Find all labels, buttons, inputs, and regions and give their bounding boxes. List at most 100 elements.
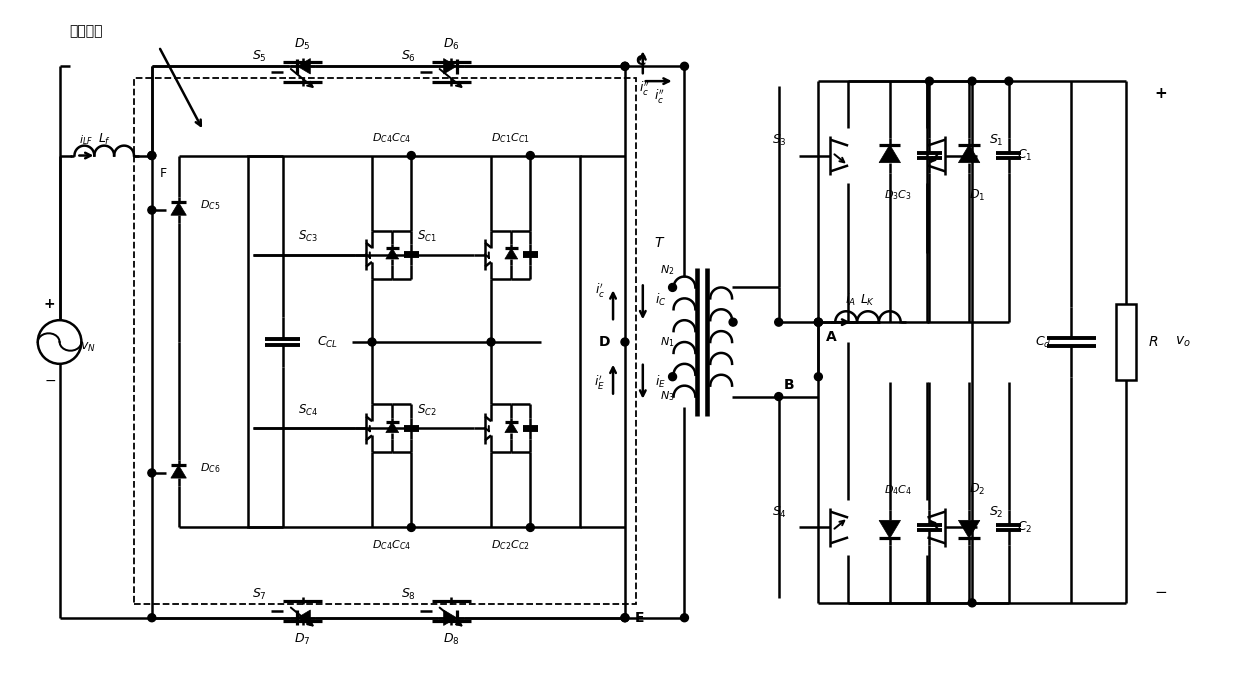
Text: $S_4$: $S_4$ bbox=[772, 505, 787, 520]
Polygon shape bbox=[444, 610, 456, 625]
Text: $S_3$: $S_3$ bbox=[772, 133, 787, 148]
Circle shape bbox=[408, 152, 415, 159]
Text: $C_{CL}$: $C_{CL}$ bbox=[317, 334, 338, 350]
Text: $D_{C1}C_{C1}$: $D_{C1}C_{C1}$ bbox=[492, 131, 530, 144]
Circle shape bbox=[774, 318, 783, 326]
Text: $D_{C2}C_{C2}$: $D_{C2}C_{C2}$ bbox=[492, 538, 530, 552]
Text: $S_5$: $S_5$ bbox=[252, 49, 266, 64]
Text: $N_1$: $N_1$ bbox=[660, 335, 674, 349]
Polygon shape bbox=[880, 145, 901, 163]
Circle shape bbox=[680, 614, 689, 622]
Bar bbox=[1116, 304, 1136, 380]
Text: $C_1$: $C_1$ bbox=[1017, 148, 1032, 163]
Polygon shape bbox=[959, 145, 980, 163]
Bar bbox=[134, 78, 636, 604]
Text: $i_c^{\prime}$: $i_c^{\prime}$ bbox=[595, 281, 605, 300]
Circle shape bbox=[729, 318, 737, 326]
Text: B: B bbox=[783, 378, 794, 392]
Text: D: D bbox=[598, 335, 610, 349]
Circle shape bbox=[147, 469, 156, 477]
Text: +: + bbox=[43, 298, 56, 311]
Text: $i_E^{\prime}$: $i_E^{\prime}$ bbox=[595, 373, 605, 391]
Text: $i_A$: $i_A$ bbox=[845, 292, 856, 308]
Text: 钓位电路: 钓位电路 bbox=[69, 25, 103, 38]
Circle shape bbox=[368, 338, 375, 346]
Circle shape bbox=[408, 523, 415, 531]
Text: $D_{C5}$: $D_{C5}$ bbox=[201, 198, 221, 212]
Text: F: F bbox=[160, 167, 167, 180]
Text: $S_{C2}$: $S_{C2}$ bbox=[416, 403, 436, 418]
Text: $R$: $R$ bbox=[1147, 335, 1158, 349]
Polygon shape bbox=[385, 248, 399, 259]
Circle shape bbox=[968, 77, 976, 85]
Polygon shape bbox=[171, 465, 186, 478]
Text: $S_1$: $S_1$ bbox=[989, 133, 1004, 148]
Text: $-$: $-$ bbox=[1154, 583, 1167, 598]
Circle shape bbox=[1005, 77, 1012, 85]
Polygon shape bbox=[297, 610, 310, 625]
Text: $D_4C_4$: $D_4C_4$ bbox=[883, 483, 912, 497]
Circle shape bbox=[814, 318, 823, 326]
Text: $i_E$: $i_E$ bbox=[654, 373, 665, 390]
Circle shape bbox=[926, 77, 933, 85]
Polygon shape bbox=[171, 202, 186, 215]
Circle shape bbox=[621, 614, 629, 622]
Text: $N_2$: $N_2$ bbox=[660, 264, 674, 278]
Text: $S_2$: $S_2$ bbox=[989, 505, 1004, 520]
Circle shape bbox=[621, 62, 629, 70]
Polygon shape bbox=[385, 422, 399, 432]
Circle shape bbox=[147, 614, 156, 622]
Polygon shape bbox=[297, 59, 310, 74]
Circle shape bbox=[680, 62, 689, 70]
Text: $C_d$: $C_d$ bbox=[1035, 334, 1052, 350]
Text: $N_3$: $N_3$ bbox=[660, 390, 674, 404]
Text: $v_o$: $v_o$ bbox=[1176, 334, 1191, 350]
Text: $D_2$: $D_2$ bbox=[969, 482, 985, 497]
Circle shape bbox=[814, 318, 823, 326]
Text: C: C bbox=[634, 54, 646, 68]
Polygon shape bbox=[504, 422, 518, 432]
Text: $S_{C4}$: $S_{C4}$ bbox=[297, 403, 317, 418]
Text: $D_3C_3$: $D_3C_3$ bbox=[883, 188, 912, 202]
Circle shape bbox=[814, 373, 823, 381]
Text: +: + bbox=[1155, 86, 1167, 101]
Polygon shape bbox=[444, 59, 456, 74]
Text: $D_{C4}C_{C4}$: $D_{C4}C_{C4}$ bbox=[372, 538, 411, 552]
Text: A: A bbox=[826, 330, 838, 344]
Text: $S_8$: $S_8$ bbox=[400, 588, 415, 603]
Circle shape bbox=[527, 152, 534, 159]
Circle shape bbox=[669, 373, 676, 381]
Text: $S_{C3}$: $S_{C3}$ bbox=[297, 229, 317, 244]
Text: $D_7$: $D_7$ bbox=[295, 632, 311, 647]
Circle shape bbox=[147, 152, 156, 159]
Circle shape bbox=[968, 599, 976, 607]
Text: E: E bbox=[634, 611, 644, 624]
Circle shape bbox=[37, 320, 82, 364]
Text: $C_2$: $C_2$ bbox=[1017, 520, 1032, 535]
Text: $D_{C4}C_{C4}$: $D_{C4}C_{C4}$ bbox=[372, 131, 411, 144]
Circle shape bbox=[487, 338, 496, 346]
Polygon shape bbox=[880, 521, 901, 538]
Text: $T$: $T$ bbox=[654, 236, 665, 250]
Circle shape bbox=[621, 62, 629, 70]
Text: $-$: $-$ bbox=[43, 373, 56, 386]
Text: $i_C$: $i_C$ bbox=[654, 292, 667, 308]
Circle shape bbox=[774, 393, 783, 401]
Circle shape bbox=[147, 206, 156, 214]
Text: $i_{LF}$: $i_{LF}$ bbox=[79, 133, 93, 146]
Text: $D_8$: $D_8$ bbox=[444, 632, 460, 647]
Text: $v_N$: $v_N$ bbox=[79, 341, 95, 354]
Text: $S_{C1}$: $S_{C1}$ bbox=[416, 229, 436, 244]
Bar bbox=[248, 155, 580, 527]
Text: $S_6$: $S_6$ bbox=[400, 49, 415, 64]
Text: $D_1$: $D_1$ bbox=[969, 187, 985, 202]
Text: $i_c^{\prime\prime}$: $i_c^{\prime\prime}$ bbox=[639, 79, 650, 97]
Text: $D_5$: $D_5$ bbox=[295, 37, 311, 52]
Text: $L_f$: $L_f$ bbox=[98, 132, 110, 147]
Circle shape bbox=[814, 318, 823, 326]
Text: $S_7$: $S_7$ bbox=[252, 588, 266, 603]
Circle shape bbox=[527, 523, 534, 531]
Circle shape bbox=[621, 614, 629, 622]
Circle shape bbox=[669, 283, 676, 291]
Text: $D_6$: $D_6$ bbox=[444, 37, 460, 52]
